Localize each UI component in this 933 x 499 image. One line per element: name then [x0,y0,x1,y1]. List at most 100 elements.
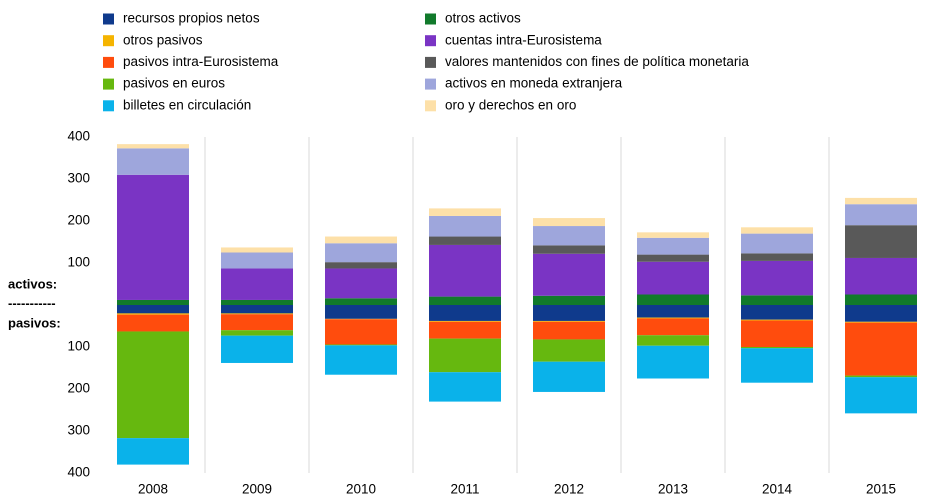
bar-segment [325,262,397,269]
bar-segment [637,335,709,346]
x-tick-label: 2012 [554,482,584,497]
bar-segment [741,295,813,305]
legend-swatch [425,56,436,68]
bar-segment [533,305,605,321]
bar-segment [325,345,397,375]
bar-segment [117,438,189,465]
y-tick-label: 100 [67,255,90,270]
bar-segment [221,313,293,315]
bar-segment [741,319,813,321]
legend-swatch [425,100,436,112]
bar-segment [741,260,813,296]
bar-segment [741,320,813,347]
legend-swatch [103,56,114,68]
bar-segment [221,330,293,336]
bar-segment [429,296,501,305]
annotation: ----------- [8,295,56,310]
legend-swatch [103,100,114,112]
bar-segment [221,252,293,269]
x-tick-label: 2008 [138,482,168,497]
bar-segment [845,375,917,378]
bar-segment [845,377,917,414]
legend-label: recursos propios netos [123,11,260,26]
y-tick-label: 400 [67,129,90,144]
bar-segment [429,208,501,216]
bar-segment [429,321,501,339]
bar-segment [845,225,917,258]
bar-segment [117,299,189,305]
bar-segment [117,144,189,149]
legend-label: otros pasivos [123,32,203,47]
bar-segment [117,305,189,314]
bar-segment [533,295,605,305]
bar-segment [845,294,917,305]
bar-segment [325,319,397,345]
bar-segment [845,305,917,322]
y-tick-label: 400 [67,465,90,480]
bar-segment [637,254,709,262]
bar-segment [221,305,293,314]
bar-segment [533,361,605,392]
bar-segment [221,268,293,300]
bar-segment [429,372,501,402]
bar-segment [533,320,605,322]
bar-segment [637,318,709,336]
bar-segment [325,243,397,263]
bar-segment [741,348,813,383]
y-tick-label: 200 [67,213,90,228]
legend-swatch [103,78,114,90]
bar-segment [325,298,397,305]
bar-segment [325,305,397,319]
annotation: activos: [8,276,57,291]
y-tick-label: 100 [67,339,90,354]
bar-segment [533,253,605,296]
bar-segment [741,227,813,234]
legend-label: oro y derechos en oro [445,97,576,112]
bar-segment [429,320,501,322]
bar-segment [429,215,501,237]
legend-label: activos en moneda extranjera [445,76,623,91]
y-tick-label: 300 [67,423,90,438]
bar-segment [221,247,293,253]
bar-segment [117,314,189,332]
bar-segment [533,226,605,246]
legend-label: billetes en circulación [123,97,251,112]
bar-segment [117,174,189,300]
bar-segment [221,335,293,363]
bar-segment [637,317,709,319]
x-tick-label: 2010 [346,482,376,497]
legend-label: pasivos en euros [123,76,225,91]
bar-segment [429,244,501,297]
bar-segment [741,305,813,320]
legend-swatch [103,13,114,25]
bar-segment [637,345,709,379]
bar-segment [741,233,813,254]
bar-segment [117,313,189,315]
bar-segment [533,218,605,227]
x-tick-label: 2014 [762,482,793,497]
x-tick-label: 2009 [242,482,272,497]
bar-segment [741,253,813,261]
bar-segment [533,245,605,254]
x-tick-label: 2015 [866,482,896,497]
bar-segment [325,344,397,346]
bar-segment [533,321,605,340]
bar-segment [221,314,293,331]
bar-segment [429,338,501,373]
bar-segment [741,347,813,349]
x-tick-label: 2013 [658,482,688,497]
legend-label: cuentas intra-Eurosistema [445,32,602,47]
legend-swatch [425,13,436,25]
bar-segment [637,232,709,238]
legend-swatch [425,35,436,47]
bar-segment [637,237,709,255]
bar-segment [429,305,501,321]
bar-segment [637,305,709,318]
y-tick-label: 200 [67,381,90,396]
bar-segment [117,331,189,439]
bar-segment [637,261,709,295]
legend-label: otros activos [445,11,521,26]
bar-segment [637,294,709,305]
annotation: pasivos: [8,315,61,330]
x-tick-label: 2011 [450,482,479,497]
